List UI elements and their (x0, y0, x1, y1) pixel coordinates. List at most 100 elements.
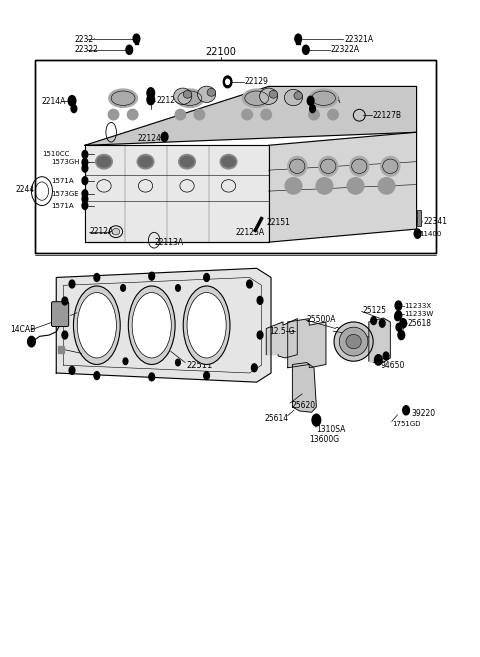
Circle shape (82, 195, 88, 203)
Circle shape (302, 45, 309, 55)
Ellipse shape (319, 156, 338, 176)
Circle shape (247, 280, 252, 288)
Text: 39220: 39220 (412, 409, 436, 418)
Text: 2244: 2244 (16, 185, 35, 194)
Circle shape (204, 273, 209, 281)
Bar (35, 60, 436, 253)
Bar (134, 39, 138, 44)
Ellipse shape (284, 89, 302, 106)
Text: 22151: 22151 (266, 218, 290, 227)
Circle shape (414, 229, 421, 238)
Circle shape (176, 359, 180, 366)
Circle shape (398, 330, 405, 340)
Ellipse shape (334, 322, 373, 361)
Text: 14CAB: 14CAB (10, 325, 35, 334)
Circle shape (133, 34, 140, 43)
Ellipse shape (220, 154, 237, 169)
Ellipse shape (73, 286, 120, 365)
Ellipse shape (309, 89, 338, 107)
Polygon shape (369, 318, 390, 363)
Polygon shape (292, 363, 316, 412)
Circle shape (310, 104, 315, 112)
Ellipse shape (174, 88, 192, 104)
Bar (58, 346, 64, 353)
Polygon shape (85, 145, 269, 242)
Text: 22511: 22511 (186, 361, 212, 370)
Bar (417, 210, 421, 227)
Text: 22322: 22322 (74, 45, 98, 55)
Circle shape (400, 319, 407, 328)
Circle shape (395, 313, 400, 321)
Text: 1751GD: 1751GD (393, 421, 421, 427)
Text: 22124B: 22124B (137, 134, 167, 143)
Ellipse shape (194, 109, 204, 120)
Ellipse shape (378, 177, 395, 194)
Ellipse shape (347, 177, 364, 194)
Circle shape (62, 297, 68, 305)
Circle shape (383, 352, 389, 360)
Circle shape (295, 34, 301, 43)
Polygon shape (288, 319, 326, 368)
Circle shape (149, 373, 155, 381)
Circle shape (82, 158, 88, 166)
Text: 25500A: 25500A (307, 315, 336, 325)
Ellipse shape (137, 154, 154, 169)
Circle shape (147, 95, 155, 104)
Text: 1573GH: 1573GH (51, 160, 80, 166)
Ellipse shape (180, 156, 194, 167)
Circle shape (82, 150, 88, 158)
Ellipse shape (381, 156, 400, 176)
Bar (296, 39, 300, 44)
Circle shape (71, 104, 77, 112)
Text: 94650: 94650 (381, 361, 405, 370)
Circle shape (123, 358, 128, 365)
Text: 22129: 22129 (245, 78, 269, 86)
Ellipse shape (269, 91, 278, 98)
Circle shape (307, 97, 314, 105)
Text: 39351: 39351 (83, 351, 107, 361)
FancyBboxPatch shape (51, 302, 69, 327)
Circle shape (82, 164, 88, 172)
Circle shape (94, 372, 100, 380)
Circle shape (374, 355, 382, 365)
Circle shape (120, 284, 125, 291)
Text: 1571A: 1571A (51, 177, 74, 184)
Circle shape (126, 45, 132, 55)
Circle shape (379, 319, 385, 327)
Text: 22341: 22341 (424, 217, 448, 226)
Ellipse shape (285, 177, 302, 194)
Polygon shape (85, 87, 417, 145)
Circle shape (28, 336, 35, 347)
Circle shape (312, 414, 321, 426)
Circle shape (149, 272, 155, 280)
Text: 2214A: 2214A (42, 97, 66, 106)
Circle shape (252, 364, 257, 372)
Text: 25125: 25125 (363, 306, 387, 315)
Ellipse shape (179, 154, 195, 169)
Ellipse shape (176, 89, 204, 107)
Ellipse shape (187, 292, 226, 358)
Circle shape (69, 367, 75, 374)
Ellipse shape (183, 286, 230, 365)
Text: 22100: 22100 (205, 47, 236, 57)
Circle shape (223, 76, 232, 88)
Circle shape (257, 296, 263, 304)
Ellipse shape (108, 109, 119, 120)
Text: 25620: 25620 (291, 401, 315, 410)
Text: 11233W: 11233W (405, 311, 434, 317)
Text: 25618: 25618 (408, 319, 432, 328)
Circle shape (395, 311, 402, 320)
Ellipse shape (132, 292, 171, 358)
Circle shape (403, 406, 409, 415)
Circle shape (82, 202, 88, 210)
Text: 1573GE: 1573GE (51, 191, 79, 196)
Ellipse shape (183, 91, 192, 98)
Text: 2232·: 2232· (74, 35, 96, 44)
Ellipse shape (128, 286, 175, 365)
Circle shape (69, 280, 75, 288)
Text: 25612: 25612 (334, 327, 358, 336)
Text: 1510CC: 1510CC (42, 152, 69, 158)
Ellipse shape (346, 334, 361, 349)
Text: 1571A: 1571A (51, 202, 74, 208)
Ellipse shape (96, 154, 112, 169)
